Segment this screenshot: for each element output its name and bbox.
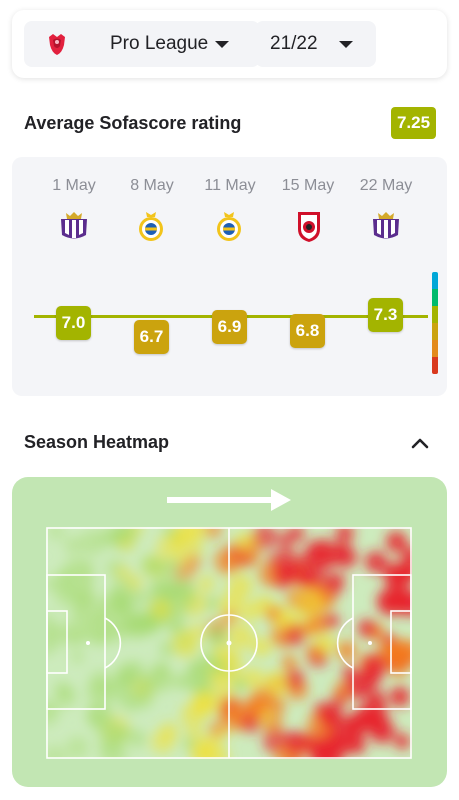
competition-selector-bar: Pro League 21/22 [12,10,447,78]
league-label: Pro League [110,33,209,54]
match-date: 15 May [281,177,335,194]
match-rating-pill[interactable]: 6.9 [212,310,247,344]
legend-color-segment [432,340,438,357]
match-rating-pill[interactable]: 6.8 [290,314,325,348]
chevron-down-icon [215,41,229,48]
match-rating-pill[interactable]: 7.0 [56,306,91,340]
match-rating-pill[interactable]: 6.7 [134,320,169,354]
union-sg-crest-icon[interactable] [134,209,168,243]
attack-direction-arrow-icon [167,489,291,511]
match-date: 22 May [359,177,413,194]
legend-color-segment [432,289,438,306]
heatmap-layer [46,527,412,759]
pro-league-logo-icon [49,34,65,55]
season-heatmap-title: Season Heatmap [24,432,170,452]
royal-antwerp-crest-icon[interactable] [292,209,326,243]
heatmap-card [12,477,447,787]
legend-color-segment [432,272,438,289]
anderlecht-crest-icon[interactable] [57,209,91,243]
average-rating-title: Average Sofascore rating [24,113,242,133]
season-label: 21/22 [270,33,318,54]
match-date: 8 May [130,177,174,194]
match-date: 1 May [52,177,96,194]
match-ratings-card: 1 May 8 May 11 May 15 May 22 May 7.0 6.7 [12,157,447,396]
rating-color-legend [432,272,438,374]
season-dropdown[interactable]: 21/22 [255,21,376,67]
match-rating-pill[interactable]: 7.3 [368,298,403,332]
football-pitch [46,527,412,759]
legend-color-segment [432,306,438,323]
legend-color-segment [432,323,438,340]
match-date: 11 May [204,177,256,194]
average-rating-badge: 7.25 [391,107,436,139]
chevron-up-icon[interactable] [408,431,432,455]
legend-color-segment [432,357,438,374]
union-sg-crest-icon[interactable] [212,209,246,243]
chevron-down-icon [339,41,353,48]
league-dropdown[interactable]: Pro League [24,21,260,67]
anderlecht-crest-icon[interactable] [369,209,403,243]
